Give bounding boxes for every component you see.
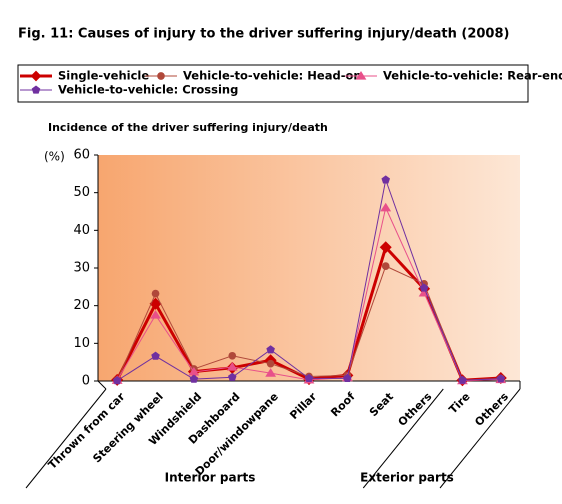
- legend-label: Single-vehicle: [58, 69, 149, 83]
- y-tick-label: 40: [73, 223, 90, 238]
- data-point: [304, 373, 314, 383]
- legend-marker: [157, 72, 165, 80]
- data-point: [266, 345, 275, 354]
- data-point: [227, 372, 237, 381]
- data-point: [265, 368, 277, 377]
- group-separator: [439, 388, 521, 489]
- data-point: [380, 202, 392, 212]
- y-tick-label: 60: [73, 148, 90, 163]
- plot-area: [98, 155, 520, 381]
- y-axis-label: Incidence of the driver suffering injury…: [48, 121, 328, 134]
- data-point: [381, 262, 390, 270]
- data-point: [151, 289, 160, 298]
- y-tick-label: 50: [73, 185, 90, 200]
- axis-floor: [97, 380, 107, 390]
- data-point: [381, 175, 391, 184]
- data-point: [379, 241, 392, 254]
- x-tick-label: Others: [472, 390, 511, 429]
- y-unit: (%): [44, 150, 65, 164]
- data-point: [343, 373, 352, 383]
- data-point: [419, 283, 429, 292]
- x-tick-label: Others: [396, 390, 435, 429]
- data-point: [189, 374, 199, 383]
- group-separator: [25, 388, 107, 489]
- data-point: [228, 351, 237, 360]
- y-tick-label: 20: [73, 298, 90, 313]
- data-point: [458, 375, 467, 384]
- x-tick-label: Steering wheel: [90, 390, 165, 465]
- y-tick-label: 30: [73, 261, 90, 276]
- data-point: [226, 362, 238, 371]
- group-label: Exterior parts: [360, 471, 454, 485]
- legend-marker: [31, 85, 41, 94]
- legend-label: Vehicle-to-vehicle: Crossing: [58, 83, 238, 97]
- group-label: Interior parts: [165, 471, 256, 485]
- x-tick-label: Seat: [367, 390, 396, 419]
- legend-marker: [30, 70, 42, 82]
- chart-title: Fig. 11: Causes of injury to the driver …: [18, 27, 509, 42]
- x-tick-label: Tire: [446, 390, 472, 416]
- legend-box: [17, 64, 529, 103]
- data-point: [188, 367, 200, 376]
- x-tick-label: Pillar: [287, 390, 319, 422]
- legend-label: Vehicle-to-vehicle: Rear-end: [383, 69, 562, 83]
- data-point: [150, 310, 161, 319]
- x-tick-label: Roof: [328, 390, 357, 419]
- data-point: [496, 374, 506, 383]
- legend-marker: [355, 71, 367, 80]
- y-tick-label: 0: [82, 374, 90, 389]
- y-tick-label: 10: [73, 336, 90, 351]
- legend-label: Vehicle-to-vehicle: Head-on: [183, 69, 362, 83]
- data-point: [151, 351, 160, 360]
- data-point: [112, 376, 122, 385]
- group-separator: [362, 388, 444, 489]
- data-point: [266, 359, 275, 368]
